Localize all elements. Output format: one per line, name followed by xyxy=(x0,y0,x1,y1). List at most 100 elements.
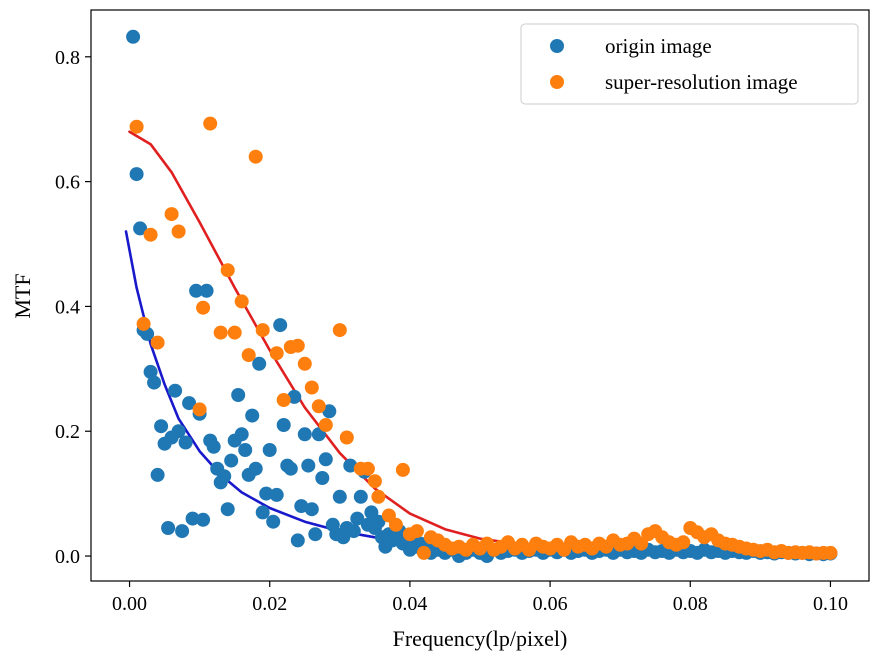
data-point xyxy=(343,458,358,473)
data-point xyxy=(203,116,218,131)
data-point xyxy=(350,511,365,526)
data-point xyxy=(150,467,165,482)
y-tick-label: 0.2 xyxy=(55,421,80,443)
data-point xyxy=(199,283,214,298)
x-tick-label: 0.06 xyxy=(533,593,568,615)
data-point xyxy=(322,404,337,419)
x-axis-ticks: 0.00 0.02 0.04 0.06 0.08 0.10 xyxy=(112,581,848,615)
data-point xyxy=(360,461,375,476)
data-point xyxy=(301,458,316,473)
data-point xyxy=(224,453,239,468)
plot-frame xyxy=(90,9,870,582)
data-point xyxy=(332,323,347,338)
data-point xyxy=(371,489,386,504)
y-axis-label: MTF xyxy=(10,273,35,318)
data-point xyxy=(315,471,330,485)
data-point xyxy=(255,323,270,338)
data-point xyxy=(196,300,211,315)
data-point xyxy=(185,511,200,526)
data-point xyxy=(245,408,260,423)
legend-label-origin: origin image xyxy=(605,34,712,58)
scatter-points xyxy=(126,29,838,563)
y-tick-label: 0.4 xyxy=(55,296,80,318)
legend-label-super-resolution: super-resolution image xyxy=(605,70,798,94)
data-point xyxy=(206,439,221,454)
data-point xyxy=(136,316,151,331)
data-point xyxy=(178,435,193,450)
data-point xyxy=(231,388,246,402)
data-point xyxy=(143,227,158,242)
legend-marker-super-resolution xyxy=(550,75,564,89)
data-point xyxy=(388,517,403,532)
data-point xyxy=(182,396,197,411)
data-point xyxy=(259,486,274,501)
data-point xyxy=(371,514,386,529)
data-point xyxy=(311,399,326,414)
data-point xyxy=(143,364,158,379)
data-point xyxy=(273,318,288,333)
data-point xyxy=(676,535,691,550)
data-point xyxy=(150,335,165,350)
series-1 xyxy=(129,116,838,561)
data-point xyxy=(353,489,368,504)
data-point xyxy=(168,383,183,398)
data-point xyxy=(290,338,305,353)
data-point xyxy=(297,356,312,371)
data-point xyxy=(262,443,277,457)
data-point xyxy=(308,527,323,542)
x-tick-label: 0.04 xyxy=(392,593,427,615)
legend-marker-origin xyxy=(550,39,564,53)
data-point xyxy=(161,521,176,535)
x-axis-label: Frequency(lp/pixel) xyxy=(393,626,568,651)
data-point xyxy=(269,487,284,502)
x-tick-label: 0.02 xyxy=(252,593,287,615)
data-point xyxy=(395,462,410,477)
data-point xyxy=(269,346,284,361)
data-point xyxy=(248,461,263,476)
data-point xyxy=(823,545,838,560)
data-point xyxy=(283,461,298,476)
data-point xyxy=(266,514,281,529)
data-point xyxy=(175,524,190,539)
data-point xyxy=(147,375,162,390)
data-point xyxy=(192,402,207,417)
data-point xyxy=(346,524,361,539)
x-tick-label: 0.08 xyxy=(673,593,708,615)
data-point xyxy=(276,418,291,432)
data-point xyxy=(276,393,291,407)
data-point xyxy=(290,533,305,548)
data-point xyxy=(171,424,186,439)
data-point xyxy=(248,149,263,164)
data-point xyxy=(252,356,267,371)
data-point xyxy=(294,499,309,514)
data-point xyxy=(304,380,319,395)
data-point xyxy=(318,452,333,467)
data-point xyxy=(339,430,354,445)
y-axis-ticks: 0.0 0.2 0.4 0.6 0.8 xyxy=(55,47,91,568)
data-point xyxy=(171,224,186,239)
data-point xyxy=(409,524,424,539)
data-point xyxy=(297,427,312,442)
data-point xyxy=(234,427,249,442)
y-tick-label: 0.6 xyxy=(55,172,80,194)
data-point xyxy=(217,469,232,484)
data-point xyxy=(318,418,333,432)
x-tick-label: 0.00 xyxy=(112,593,147,615)
data-point xyxy=(238,443,253,457)
y-tick-label: 0.8 xyxy=(55,47,80,69)
data-point xyxy=(287,389,302,404)
data-point xyxy=(220,502,235,517)
data-point xyxy=(154,419,169,434)
data-point xyxy=(126,29,141,44)
data-point xyxy=(213,325,228,340)
data-point xyxy=(332,489,347,504)
data-point xyxy=(416,545,431,560)
data-point xyxy=(129,167,144,182)
legend: origin image super-resolution image xyxy=(520,23,859,105)
data-point xyxy=(367,474,382,489)
x-tick-label: 0.10 xyxy=(813,593,848,615)
data-point xyxy=(164,207,179,222)
data-point xyxy=(196,512,211,527)
data-point xyxy=(129,119,144,134)
